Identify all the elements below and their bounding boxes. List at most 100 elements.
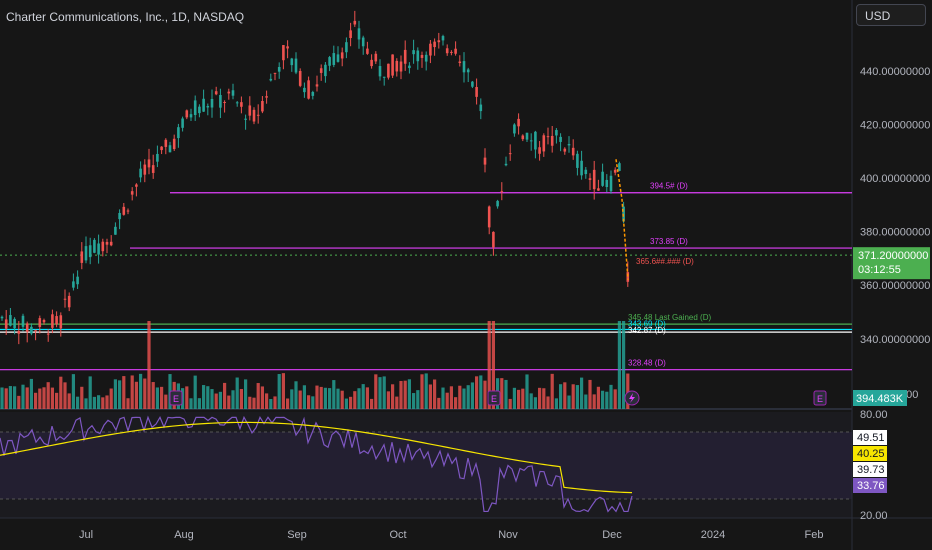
- volume-bar: [147, 321, 151, 409]
- candle-body: [319, 68, 323, 73]
- candle-body: [445, 48, 449, 54]
- volume-bar: [554, 398, 558, 409]
- volume-bar: [239, 389, 243, 409]
- candle-body: [605, 179, 609, 188]
- candle-body: [542, 135, 546, 152]
- volume-bar: [370, 398, 374, 409]
- candle-body: [30, 326, 33, 334]
- volume-bar: [407, 379, 411, 409]
- volume-bar: [155, 387, 159, 409]
- volume-bar: [244, 379, 248, 409]
- earnings-marker[interactable]: [487, 390, 501, 406]
- candle-body: [361, 37, 365, 47]
- volume-bar: [55, 392, 59, 409]
- currency-button[interactable]: USD: [856, 4, 926, 26]
- price-tick-label: 440.00000000: [860, 66, 930, 78]
- candle-body: [345, 42, 348, 53]
- symbol-title[interactable]: Charter Communications, Inc., 1D, NASDAQ: [6, 10, 245, 24]
- volume-bar: [126, 398, 130, 409]
- volume-bar: [512, 387, 516, 409]
- earnings-marker[interactable]: [169, 390, 183, 406]
- volume-bar: [622, 321, 626, 409]
- candle-body: [412, 50, 415, 55]
- candle-body: [475, 86, 478, 97]
- candle-body: [571, 147, 575, 156]
- rsi-value-label: 39.73: [857, 464, 885, 476]
- volume-bar: [59, 376, 63, 409]
- candle-body: [72, 281, 75, 288]
- candle-body: [546, 136, 550, 138]
- volume-bar: [210, 389, 214, 409]
- candle-body: [80, 251, 84, 263]
- volume-bar: [63, 382, 67, 409]
- candle-body: [399, 61, 403, 72]
- candle-body: [240, 102, 243, 107]
- candle-body: [487, 206, 491, 228]
- candle-body: [416, 50, 420, 62]
- candle-body: [496, 200, 499, 207]
- volume-bar: [17, 395, 21, 409]
- candle-body: [471, 81, 474, 87]
- volume-bar: [105, 395, 109, 409]
- volume-bar: [466, 385, 470, 409]
- volume-bar: [164, 394, 168, 409]
- volume-bar: [193, 375, 197, 409]
- candle-body: [172, 138, 176, 150]
- candle-body: [521, 135, 525, 140]
- volume-bar: [470, 382, 474, 409]
- volume-bar: [391, 384, 395, 409]
- earnings-marker[interactable]: [813, 390, 827, 406]
- volume-bar: [378, 377, 382, 409]
- candle-body: [555, 130, 558, 136]
- volume-bar: [134, 381, 138, 409]
- candle-body: [185, 110, 189, 118]
- volume-bar: [160, 386, 164, 409]
- volume-bar: [563, 382, 567, 409]
- volume-bar: [88, 376, 92, 409]
- candle-body: [513, 124, 516, 134]
- volume-bar: [298, 390, 302, 409]
- volume-bar: [517, 389, 521, 409]
- candle-body: [429, 43, 432, 56]
- candle-body: [613, 169, 617, 173]
- volume-bar: [29, 378, 33, 409]
- rsi-value-label: 33.76: [857, 480, 885, 492]
- rsi-tick-label: 80.00: [860, 409, 888, 421]
- volume-bar: [277, 374, 281, 409]
- candle-body: [353, 20, 357, 25]
- volume-bar: [500, 378, 504, 409]
- volume-bar: [181, 388, 185, 409]
- volume-bar: [584, 394, 588, 409]
- volume-bar: [508, 398, 512, 409]
- candle-body: [277, 67, 281, 72]
- volume-bar: [504, 379, 508, 409]
- volume-bar: [218, 391, 222, 409]
- volume-bar: [273, 396, 277, 409]
- candle-body: [17, 331, 21, 334]
- candle-body: [46, 333, 50, 335]
- candle-body: [118, 212, 121, 220]
- candle-body: [529, 140, 533, 142]
- candle-body: [328, 57, 331, 66]
- candle-body: [559, 136, 562, 142]
- volume-bar: [315, 385, 319, 409]
- volume-bar: [357, 388, 361, 409]
- candle-body: [462, 61, 466, 73]
- rsi-value-label: 49.51: [857, 432, 885, 444]
- current-level-label: 365.6##.### (D): [636, 257, 694, 266]
- candle-body: [160, 146, 163, 151]
- candle-body: [177, 127, 180, 139]
- candle-body: [433, 41, 436, 48]
- volume-bar: [475, 376, 479, 409]
- candle-body: [63, 298, 67, 300]
- volume-bar: [617, 321, 621, 409]
- candle-body: [588, 178, 592, 180]
- volume-bar: [118, 380, 122, 409]
- countdown-label: 03:12:55: [858, 264, 901, 276]
- candle-body: [97, 243, 100, 255]
- time-tick-label: Oct: [389, 529, 406, 541]
- volume-bar: [428, 384, 432, 409]
- volume-bar: [609, 384, 613, 409]
